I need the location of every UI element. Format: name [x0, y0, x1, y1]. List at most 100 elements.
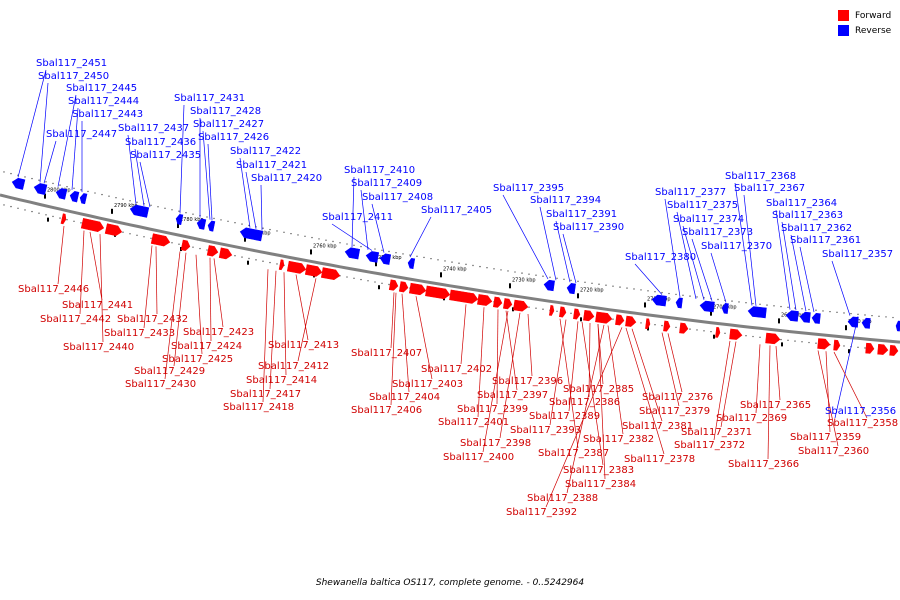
- reverse-gene-arrow[interactable]: [196, 218, 207, 230]
- reverse-gene-arrow[interactable]: [747, 306, 767, 319]
- gene-label: Sbal117_2372: [674, 440, 745, 451]
- leader-line: [477, 307, 485, 418]
- guide-dot: [885, 316, 887, 318]
- forward-gene-arrow[interactable]: [865, 342, 875, 354]
- forward-gene-arrow[interactable]: [615, 314, 625, 326]
- leader-line: [390, 292, 395, 349]
- forward-gene-arrow[interactable]: [595, 311, 613, 324]
- gene-label: Sbal117_2451: [36, 58, 107, 69]
- guide-dot: [234, 222, 236, 224]
- reverse-gene-arrow[interactable]: [175, 214, 184, 226]
- forward-gene-arrow[interactable]: [286, 260, 307, 274]
- guide-dot: [227, 220, 229, 223]
- leader-line: [57, 225, 65, 285]
- gene-label: Sbal117_2398: [460, 438, 531, 449]
- reverse-gene-arrow[interactable]: [365, 251, 380, 263]
- gene-label: Sbal117_2404: [369, 392, 440, 403]
- guide-dot: [73, 187, 75, 189]
- reverse-gene-arrow[interactable]: [811, 312, 821, 324]
- forward-gene-arrow[interactable]: [150, 233, 171, 248]
- guide-dot: [311, 236, 313, 239]
- forward-gene-arrow[interactable]: [583, 309, 595, 322]
- forward-gene-arrow[interactable]: [625, 315, 637, 327]
- leader-line: [460, 304, 467, 365]
- forward-swatch: [838, 10, 849, 21]
- forward-gene-arrow[interactable]: [304, 264, 323, 278]
- forward-gene-arrow[interactable]: [398, 281, 409, 293]
- forward-gene-arrow[interactable]: [573, 308, 581, 320]
- reverse-gene-arrow[interactable]: [721, 303, 729, 314]
- tick-label: 2760 kbp: [313, 243, 337, 249]
- forward-gene-arrow[interactable]: [180, 239, 191, 251]
- reverse-gene-arrow[interactable]: [239, 227, 264, 242]
- forward-gene-arrow[interactable]: [80, 218, 105, 233]
- forward-gene-arrow[interactable]: [549, 305, 555, 316]
- guide-dot: [773, 305, 775, 307]
- guide-dot: [73, 220, 75, 222]
- reverse-gene-arrow[interactable]: [344, 247, 361, 260]
- gene-label: Sbal117_2395: [493, 183, 564, 194]
- gene-label: Sbal117_2407: [351, 348, 422, 359]
- guide-dot: [745, 302, 747, 304]
- forward-gene-arrow[interactable]: [60, 213, 67, 225]
- forward-gene-arrow[interactable]: [278, 259, 285, 271]
- tick-label: 2780 kbp: [180, 217, 204, 223]
- forward-gene-arrow[interactable]: [104, 223, 123, 237]
- forward-gene-arrow[interactable]: [645, 318, 651, 330]
- reverse-gene-arrow[interactable]: [895, 320, 900, 332]
- forward-gene-arrow[interactable]: [218, 247, 233, 260]
- forward-gene-arrow[interactable]: [877, 343, 889, 355]
- guide-dot: [619, 286, 621, 288]
- forward-gene-arrow[interactable]: [408, 282, 427, 296]
- reverse-gene-arrow[interactable]: [379, 253, 392, 265]
- forward-gene-arrow[interactable]: [513, 299, 529, 312]
- reverse-gene-arrow[interactable]: [33, 182, 48, 195]
- forward-gene-arrow[interactable]: [833, 339, 841, 351]
- reverse-gene-arrow[interactable]: [407, 258, 416, 270]
- leader-line: [99, 234, 104, 343]
- leader-line: [682, 225, 705, 300]
- gene-label: Sbal117_2396: [492, 376, 563, 387]
- forward-gene-arrow[interactable]: [765, 332, 781, 345]
- forward-gene-arrow[interactable]: [477, 294, 493, 306]
- reverse-gene-arrow[interactable]: [207, 220, 216, 232]
- leader-line: [239, 157, 251, 228]
- reverse-gene-arrow[interactable]: [79, 193, 88, 205]
- reverse-gene-arrow[interactable]: [566, 283, 576, 295]
- reverse-gene-arrow[interactable]: [55, 187, 68, 200]
- forward-gene-arrow[interactable]: [679, 322, 689, 334]
- forward-gene-arrow[interactable]: [715, 327, 721, 338]
- forward-gene-arrow[interactable]: [817, 338, 831, 350]
- guide-dot: [493, 268, 495, 270]
- guide-dot: [745, 335, 747, 337]
- reverse-gene-arrow[interactable]: [11, 177, 26, 190]
- leader-line: [505, 310, 518, 391]
- reverse-gene-arrow[interactable]: [543, 279, 555, 292]
- reverse-gene-arrow[interactable]: [651, 294, 667, 307]
- forward-gene-arrow[interactable]: [889, 345, 899, 356]
- reverse-gene-arrow[interactable]: [129, 204, 150, 218]
- forward-gene-arrow[interactable]: [663, 320, 671, 332]
- forward-gene-arrow[interactable]: [206, 245, 219, 257]
- forward-gene-arrow[interactable]: [449, 289, 479, 304]
- forward-gene-arrow[interactable]: [425, 285, 451, 300]
- forward-gene-arrow[interactable]: [503, 298, 513, 310]
- forward-gene-arrow[interactable]: [729, 328, 743, 340]
- forward-gene-arrow[interactable]: [320, 267, 341, 281]
- reverse-gene-arrow[interactable]: [785, 310, 799, 322]
- forward-gene-arrow[interactable]: [492, 296, 503, 308]
- reverse-gene-arrow[interactable]: [69, 191, 80, 203]
- guide-dot: [640, 289, 642, 291]
- reverse-gene-arrow[interactable]: [847, 316, 859, 328]
- forward-gene-arrow[interactable]: [388, 279, 399, 291]
- guide-dot: [654, 291, 656, 293]
- reverse-gene-arrow[interactable]: [799, 311, 811, 323]
- gene-label: Sbal117_2405: [421, 205, 492, 216]
- forward-gene-arrow[interactable]: [559, 306, 567, 318]
- reverse-gene-arrow[interactable]: [699, 300, 715, 313]
- reverse-gene-arrow[interactable]: [861, 317, 871, 329]
- guide-dot: [164, 207, 166, 209]
- reverse-gene-arrow[interactable]: [675, 297, 683, 309]
- gene-label: Sbal117_2376: [642, 392, 713, 403]
- gene-arrows[interactable]: [11, 177, 900, 356]
